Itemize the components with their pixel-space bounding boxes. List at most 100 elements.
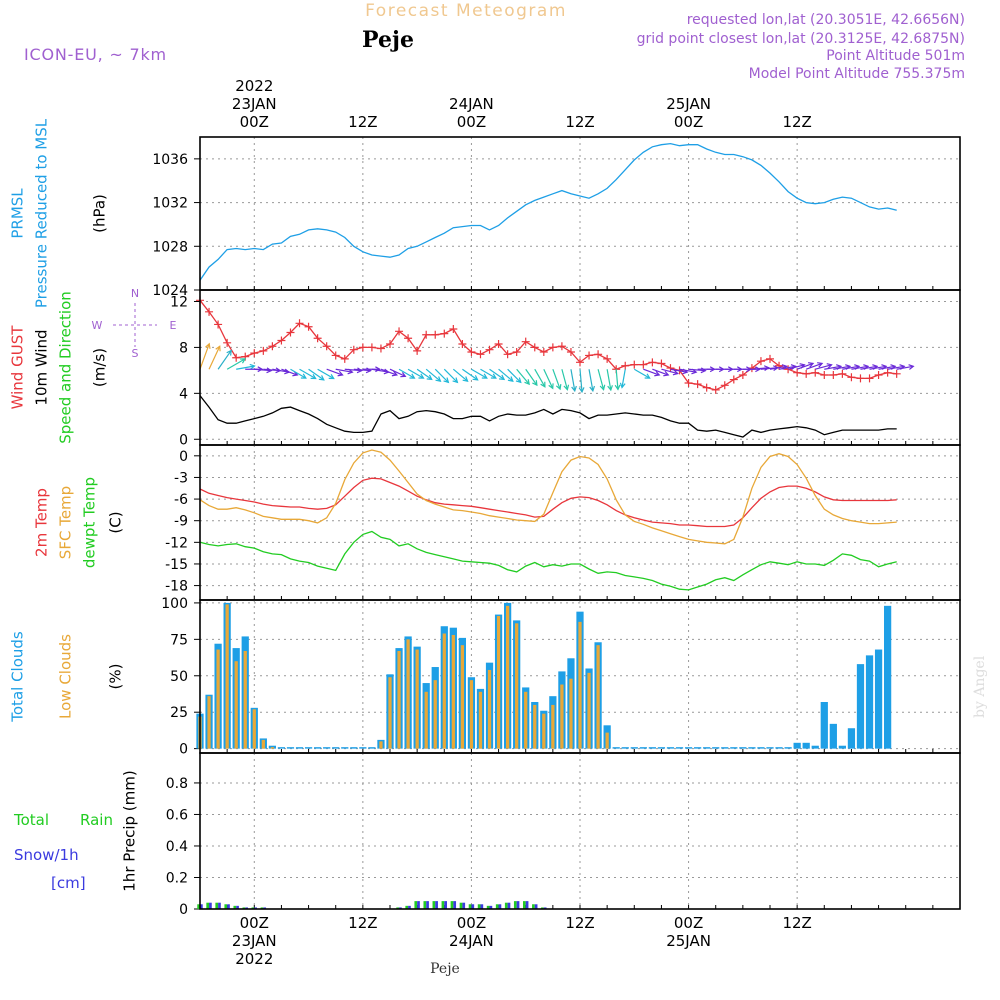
wind-arrow xyxy=(398,368,415,379)
gust-marker xyxy=(232,353,241,362)
low-cloud-bar xyxy=(216,649,220,749)
y-tick-label: 0.6 xyxy=(166,807,188,823)
wind-arrow xyxy=(389,368,406,377)
gust-marker xyxy=(250,349,259,358)
total-cloud-bar xyxy=(295,747,304,749)
wind-arrow xyxy=(751,367,769,370)
wind-arrow-head xyxy=(524,379,530,386)
rain-bar xyxy=(513,901,517,909)
panel-label: (%) xyxy=(107,664,125,690)
low-cloud-bar xyxy=(551,704,555,749)
wind-arrow-head xyxy=(755,366,762,373)
wind-arrow xyxy=(326,368,343,376)
wind-arrow-head xyxy=(908,364,915,370)
gust-marker xyxy=(639,360,648,369)
wind-arrow xyxy=(570,369,576,391)
y-tick-label: -6 xyxy=(174,492,188,508)
total-cloud-bar xyxy=(286,747,295,749)
wind-arrow-head xyxy=(226,349,232,356)
wind-arrow xyxy=(661,368,678,375)
total-cloud-bar xyxy=(666,747,675,749)
total-cloud-bar xyxy=(277,747,286,749)
wind-arrow-head xyxy=(490,373,497,379)
top-time-label: 2022 xyxy=(235,77,273,95)
total-cloud-bar xyxy=(811,745,819,749)
total-cloud-bar xyxy=(657,747,666,749)
rain-bar xyxy=(459,902,463,909)
panel-label: (hPa) xyxy=(91,194,109,233)
gust-marker xyxy=(594,350,603,359)
gust-marker xyxy=(548,343,557,352)
rain-bar xyxy=(532,904,535,909)
wind-arrow xyxy=(507,368,522,383)
y-tick-label: 50 xyxy=(170,669,188,685)
wind-arrow-head xyxy=(205,342,211,349)
low-cloud-bar xyxy=(533,704,537,749)
wind-compass: N S W E xyxy=(92,287,177,360)
total-cloud-bar xyxy=(639,747,647,749)
top-time-label: 12Z xyxy=(348,113,377,131)
snow-bar xyxy=(209,902,212,909)
gust-marker xyxy=(756,357,765,366)
wind-arrow-head xyxy=(215,345,221,352)
rain-bar xyxy=(206,902,210,909)
low-cloud-bar xyxy=(605,732,609,749)
snow-bar xyxy=(498,904,502,909)
panel-label: Wind GUST xyxy=(9,325,27,410)
gust-marker xyxy=(829,370,838,379)
wind-arrow xyxy=(851,365,869,370)
bottom-time-label: 00Z xyxy=(240,914,269,932)
total-cloud-bar xyxy=(874,649,883,749)
rain-bar xyxy=(468,904,472,909)
rain-bar xyxy=(450,901,454,909)
wind-arrow xyxy=(769,365,787,370)
gust-marker xyxy=(214,320,223,329)
snow-bar xyxy=(435,901,438,909)
wind-arrow xyxy=(217,350,232,370)
wind-arrow-head xyxy=(644,373,651,379)
wind-arrow-head xyxy=(763,365,771,372)
wind-arrow xyxy=(308,368,325,381)
wind-arrow xyxy=(670,368,688,373)
low-cloud-bar xyxy=(505,605,510,749)
y-tick-label: 1028 xyxy=(152,239,188,255)
panel-label: (m/s) xyxy=(91,348,109,387)
wind-arrow xyxy=(281,368,298,376)
snow-bar xyxy=(200,904,203,909)
bottom-time-label: 00Z xyxy=(457,914,486,932)
top-time-label: 00Z xyxy=(457,113,486,131)
wind-arrow-head xyxy=(578,387,585,394)
wind-arrow xyxy=(335,368,353,373)
wind-arrow-head xyxy=(328,373,335,380)
gust-marker xyxy=(693,380,702,389)
grid-point-coords: grid point closest lon,lat (20.3125E, 42… xyxy=(637,31,965,47)
total-cloud-bar xyxy=(793,742,801,749)
total-cloud-bar xyxy=(802,742,810,749)
wind-arrow xyxy=(371,368,389,373)
wind-arrow-head xyxy=(443,377,450,384)
precip-axis-label: 1hr Precip (mm) xyxy=(121,770,139,891)
gust-marker xyxy=(331,351,340,360)
y-tick-label: 25 xyxy=(170,705,188,721)
gust-marker xyxy=(521,337,530,346)
snow-bar xyxy=(507,902,511,909)
rain-bar xyxy=(414,901,418,909)
model-label: ICON-EU, ~ 7km xyxy=(24,45,167,64)
low-cloud-bar xyxy=(415,649,419,749)
low-cloud-bar xyxy=(542,713,546,749)
y-tick-label: 100 xyxy=(161,596,188,612)
wind-arrow xyxy=(489,368,505,380)
bottom-time-label: 25JAN xyxy=(666,932,711,950)
wind-arrow-head xyxy=(257,366,264,373)
y-tick-label: -9 xyxy=(174,514,188,530)
wind-arrow-head xyxy=(515,377,522,384)
panel-frame xyxy=(199,752,961,910)
wind-arrow xyxy=(344,368,362,372)
wind-arrow xyxy=(887,365,905,370)
gust-marker xyxy=(367,343,376,352)
low-cloud-bar xyxy=(261,739,265,749)
gust-marker xyxy=(268,342,277,351)
wind-arrow xyxy=(552,369,561,390)
low-cloud-bar xyxy=(433,680,437,749)
gust-marker xyxy=(566,348,575,356)
